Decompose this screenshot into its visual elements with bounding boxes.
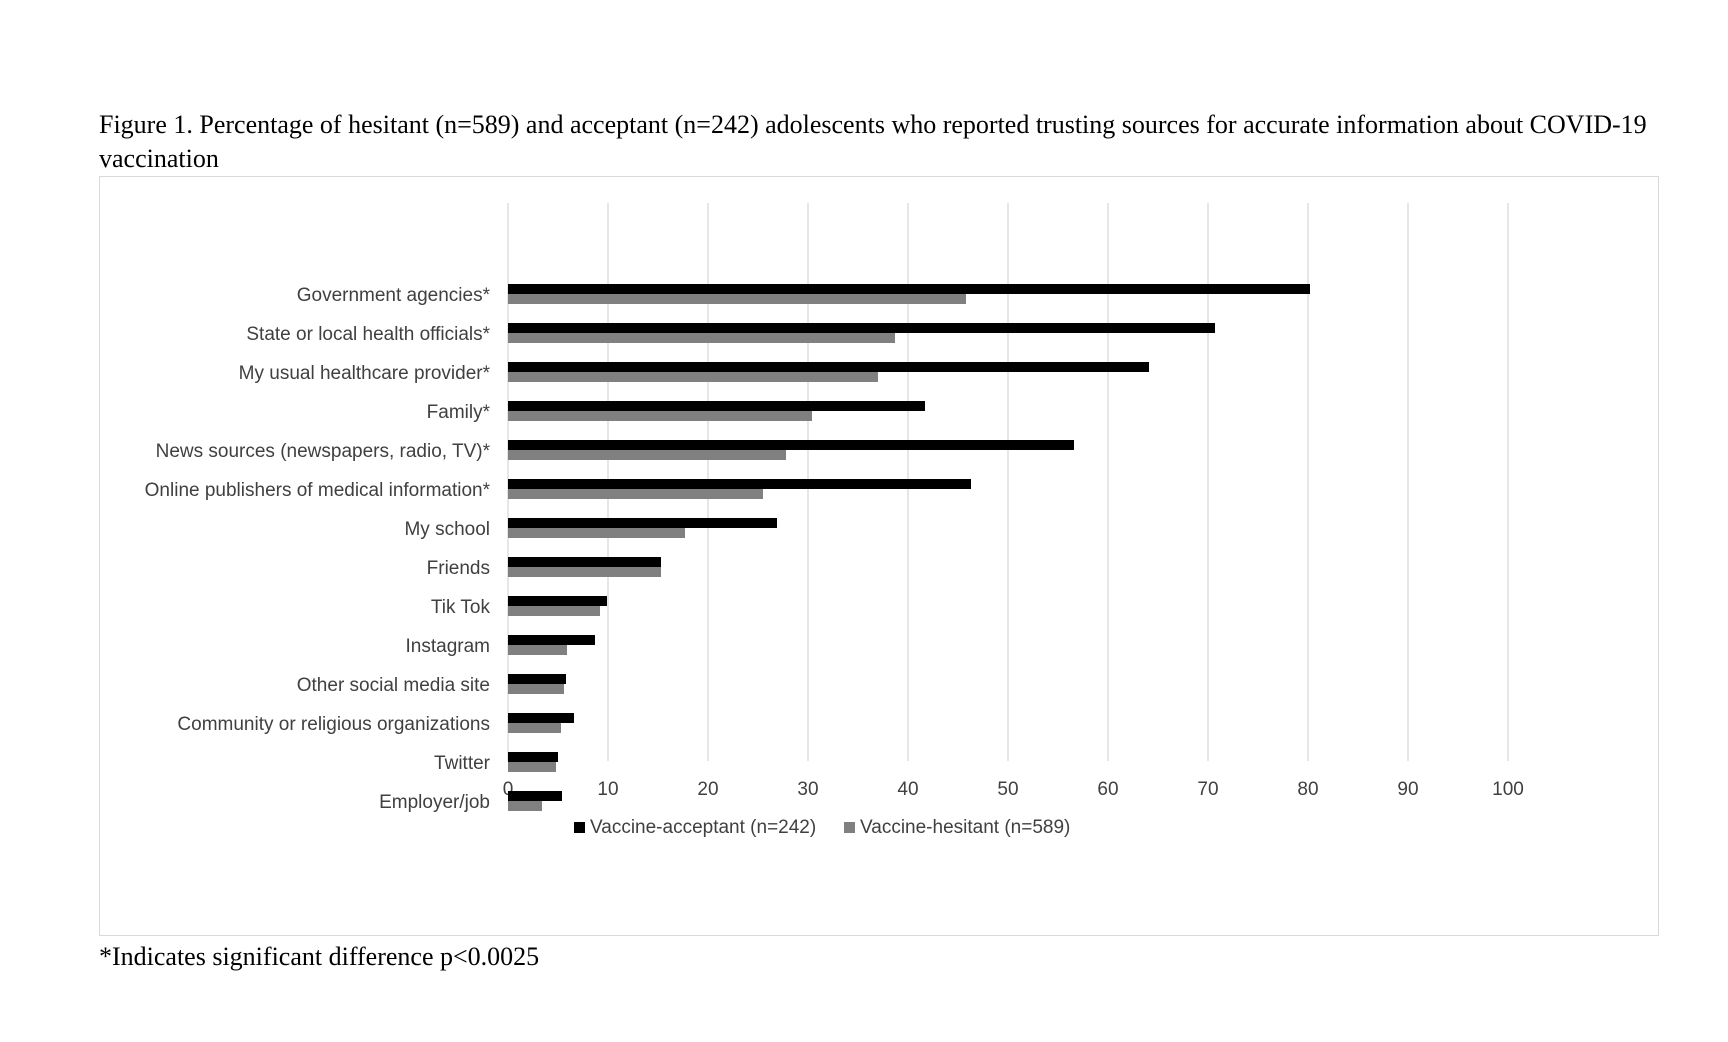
bar-hesitant — [508, 411, 812, 421]
category-label: Other social media site — [297, 675, 490, 696]
bar-acceptant — [508, 674, 566, 684]
x-tick-label: 100 — [1492, 779, 1524, 800]
bar-acceptant — [508, 752, 558, 762]
bar-acceptant — [508, 401, 925, 411]
category-label: Tik Tok — [431, 597, 491, 618]
category-label: Community or religious organizations — [177, 714, 490, 735]
figure-title: Figure 1. Percentage of hesitant (n=589)… — [99, 110, 1647, 173]
x-tick-label: 0 — [503, 779, 514, 800]
bar-hesitant — [508, 723, 561, 733]
category-label: My usual healthcare provider* — [239, 363, 491, 384]
x-tick-label: 90 — [1397, 779, 1418, 800]
category-label: Instagram — [406, 636, 490, 657]
legend-swatch — [844, 822, 855, 833]
category-label: News sources (newspapers, radio, TV)* — [156, 441, 491, 462]
category-label: Government agencies* — [297, 285, 491, 306]
bar-hesitant — [508, 489, 763, 499]
bar-acceptant — [508, 791, 562, 801]
bar-hesitant — [508, 606, 600, 616]
x-tick-label: 50 — [997, 779, 1018, 800]
bar-acceptant — [508, 323, 1215, 333]
x-tick-label: 20 — [697, 779, 718, 800]
bar-hesitant — [508, 801, 542, 811]
category-label: Friends — [427, 558, 490, 579]
x-tick-label: 80 — [1297, 779, 1318, 800]
x-tick-label: 30 — [797, 779, 818, 800]
x-tick-label: 60 — [1097, 779, 1118, 800]
category-label: Employer/job — [379, 792, 490, 813]
bar-hesitant — [508, 333, 895, 343]
bar-hesitant — [508, 450, 786, 460]
bar-chart: 0 10 20 30 40 50 60 70 80 90 100 Government agencie… — [145, 203, 1524, 838]
bar-hesitant — [508, 372, 878, 382]
bar-hesitant — [508, 567, 661, 577]
category-label: Family* — [427, 402, 491, 423]
category-label: Online publishers of medical information… — [145, 480, 491, 501]
bar-hesitant — [508, 528, 685, 538]
bar-hesitant — [508, 294, 966, 304]
x-tick-label: 10 — [597, 779, 618, 800]
bar-hesitant — [508, 645, 567, 655]
x-tick-label: 40 — [897, 779, 918, 800]
bar-acceptant — [508, 557, 661, 567]
bar-acceptant — [508, 440, 1074, 450]
legend-label: Vaccine-hesitant (n=589) — [860, 817, 1070, 838]
category-label: State or local health officials* — [246, 324, 490, 345]
legend-label: Vaccine-acceptant (n=242) — [590, 817, 816, 838]
category-label: Twitter — [434, 753, 491, 774]
bar-hesitant — [508, 684, 564, 694]
bar-acceptant — [508, 479, 971, 489]
x-tick-label: 70 — [1197, 779, 1218, 800]
bar-acceptant — [508, 284, 1310, 294]
bar-hesitant — [508, 762, 556, 772]
bar-acceptant — [508, 713, 574, 723]
bar-acceptant — [508, 362, 1149, 372]
figure-footnote: *Indicates significant difference p<0.00… — [99, 942, 540, 971]
bar-acceptant — [508, 518, 777, 528]
legend-swatch — [574, 822, 585, 833]
bar-acceptant — [508, 596, 607, 606]
bar-acceptant — [508, 635, 595, 645]
category-label: My school — [404, 519, 490, 540]
chart-area: 0 10 20 30 40 50 60 70 80 90 100 Government agencie… — [99, 176, 1659, 936]
